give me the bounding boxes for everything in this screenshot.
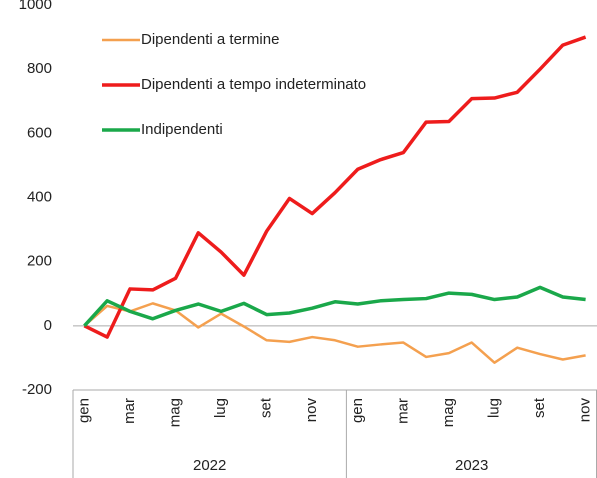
x-tick-label: nov xyxy=(577,398,594,423)
y-tick-label: 200 xyxy=(27,253,52,270)
x-tick-label: mar xyxy=(121,398,138,424)
x-tick-label: lug xyxy=(485,398,502,418)
x-tick-label: mag xyxy=(440,398,457,427)
x-tick-label: set xyxy=(258,397,275,418)
legend-label: Dipendenti a tempo indeterminato xyxy=(141,76,366,93)
y-tick-label: 0 xyxy=(44,317,52,334)
x-tick-label: lug xyxy=(212,398,229,418)
y-tick-label: 1000 xyxy=(19,0,52,13)
x-tick-label: gen xyxy=(349,398,366,423)
y-tick-label: 400 xyxy=(27,188,52,205)
y-tick-label: -200 xyxy=(22,381,52,398)
series-line xyxy=(83,35,587,339)
group-label: 2022 xyxy=(193,457,226,474)
x-tick-label: mag xyxy=(166,398,183,427)
group-label: 2023 xyxy=(455,457,488,474)
y-tick-label: 800 xyxy=(27,60,52,77)
x-tick-label: set xyxy=(531,397,548,418)
series-line xyxy=(83,302,586,364)
legend-label: Indipendenti xyxy=(141,121,223,138)
x-tick-label: gen xyxy=(75,398,92,423)
legend-label: Dipendenti a termine xyxy=(141,31,279,48)
y-tick-label: 600 xyxy=(27,124,52,141)
x-tick-label: nov xyxy=(303,398,320,423)
series-line xyxy=(83,285,586,328)
x-tick-label: mar xyxy=(394,398,411,424)
